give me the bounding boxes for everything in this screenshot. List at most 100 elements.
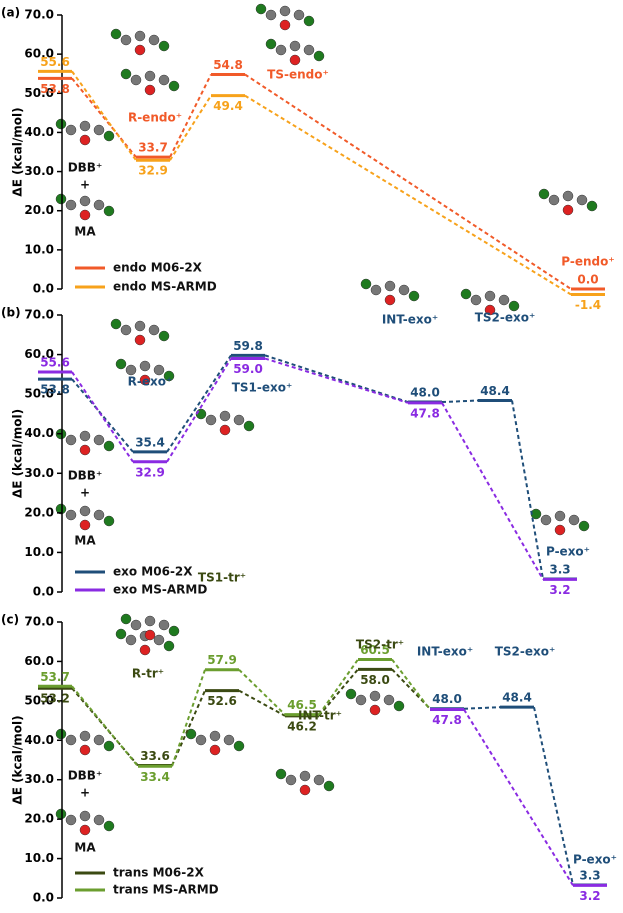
atom xyxy=(323,780,335,792)
atom xyxy=(103,130,115,142)
atom xyxy=(568,514,580,526)
y-tick-label: 70.0 xyxy=(24,8,54,22)
atom xyxy=(79,730,91,742)
legend-label: exo MS-ARMD xyxy=(113,583,207,597)
y-tick-label: 20.0 xyxy=(24,203,54,217)
molecule-icon xyxy=(265,38,325,66)
state-label: INT-tr⁺ xyxy=(298,709,342,723)
atom xyxy=(103,740,115,752)
y-tick-label: 30.0 xyxy=(24,772,54,786)
atom xyxy=(144,615,156,627)
atom xyxy=(508,300,520,312)
atom xyxy=(130,74,142,86)
atom xyxy=(93,509,105,521)
y-axis-label: ΔE (kcal/mol) xyxy=(11,715,25,804)
atom xyxy=(55,503,67,515)
annotation: DBB⁺ xyxy=(68,769,103,783)
atom xyxy=(554,524,566,536)
value-label: 48.0 xyxy=(432,692,462,706)
legend-label: endo MS-ARMD xyxy=(113,280,217,294)
molecule-icon xyxy=(195,408,255,436)
atom xyxy=(65,814,77,826)
value-label: 53.2 xyxy=(40,692,70,706)
state-label: TS2-exo⁺ xyxy=(475,311,536,325)
connector xyxy=(71,77,137,158)
atom xyxy=(79,430,91,442)
legend-label: trans M06-2X xyxy=(113,866,205,880)
state-label: TS2-exo⁺ xyxy=(495,645,556,659)
atom xyxy=(586,200,598,212)
molecule-icon xyxy=(530,508,590,536)
atom xyxy=(554,510,566,522)
molecule-icon xyxy=(55,118,115,146)
y-tick-label: 50.0 xyxy=(24,693,54,707)
y-tick-label: 60.0 xyxy=(24,47,54,61)
atom xyxy=(275,44,287,56)
molecule-icon xyxy=(185,728,245,756)
atom xyxy=(55,808,67,820)
value-label: 33.6 xyxy=(140,749,170,763)
value-label: 54.8 xyxy=(213,58,243,72)
atom xyxy=(55,728,67,740)
atom xyxy=(289,40,301,52)
y-tick-label: 30.0 xyxy=(24,466,54,480)
atom xyxy=(369,690,381,702)
y-tick-label: 40.0 xyxy=(24,733,54,747)
connector xyxy=(391,668,431,710)
atom xyxy=(65,734,77,746)
atom xyxy=(93,734,105,746)
y-tick-label: 20.0 xyxy=(24,505,54,519)
atom xyxy=(265,38,277,50)
atom xyxy=(93,814,105,826)
value-label: 3.2 xyxy=(549,583,570,597)
atom xyxy=(460,288,472,300)
atom xyxy=(285,774,297,786)
value-label: 60.5 xyxy=(360,643,390,657)
y-axis-label: ΔE (kcal/mol) xyxy=(11,107,25,196)
state-label: P-endo⁺ xyxy=(561,255,614,269)
atom xyxy=(120,613,132,625)
value-label: 3.2 xyxy=(579,889,600,903)
atom xyxy=(576,194,588,206)
legend-label: trans MS-ARMD xyxy=(113,883,219,897)
y-tick-label: 10.0 xyxy=(24,851,54,865)
atom xyxy=(79,134,91,146)
atom xyxy=(65,124,77,136)
atom xyxy=(355,694,367,706)
atom xyxy=(103,205,115,217)
atom xyxy=(484,290,496,302)
atom xyxy=(289,54,301,66)
y-tick-label: 70.0 xyxy=(24,308,54,322)
value-label: 33.7 xyxy=(138,141,168,155)
value-label: 3.3 xyxy=(549,562,570,576)
atom xyxy=(484,304,496,316)
value-label: 53.8 xyxy=(40,383,70,397)
annotation: + xyxy=(80,486,90,500)
molecule-icon xyxy=(115,358,175,386)
atom xyxy=(134,44,146,56)
connector xyxy=(391,658,431,711)
atom xyxy=(144,70,156,82)
connector xyxy=(238,668,286,716)
atom xyxy=(153,364,165,376)
atom xyxy=(470,294,482,306)
value-label: 49.4 xyxy=(213,99,243,113)
value-label: 59.8 xyxy=(233,339,263,353)
connector xyxy=(463,706,501,710)
atom xyxy=(93,199,105,211)
atom xyxy=(313,774,325,786)
atom xyxy=(93,124,105,136)
atom xyxy=(103,820,115,832)
atom xyxy=(185,728,197,740)
atom xyxy=(540,514,552,526)
connector xyxy=(171,690,206,766)
molecule-icon xyxy=(120,613,180,641)
atom xyxy=(209,744,221,756)
y-tick-label: 30.0 xyxy=(24,164,54,178)
atom xyxy=(279,19,291,31)
y-tick-label: 10.0 xyxy=(24,242,54,256)
molecule-icon xyxy=(55,808,115,836)
atom xyxy=(110,28,122,40)
atom xyxy=(578,520,590,532)
atom xyxy=(209,730,221,742)
